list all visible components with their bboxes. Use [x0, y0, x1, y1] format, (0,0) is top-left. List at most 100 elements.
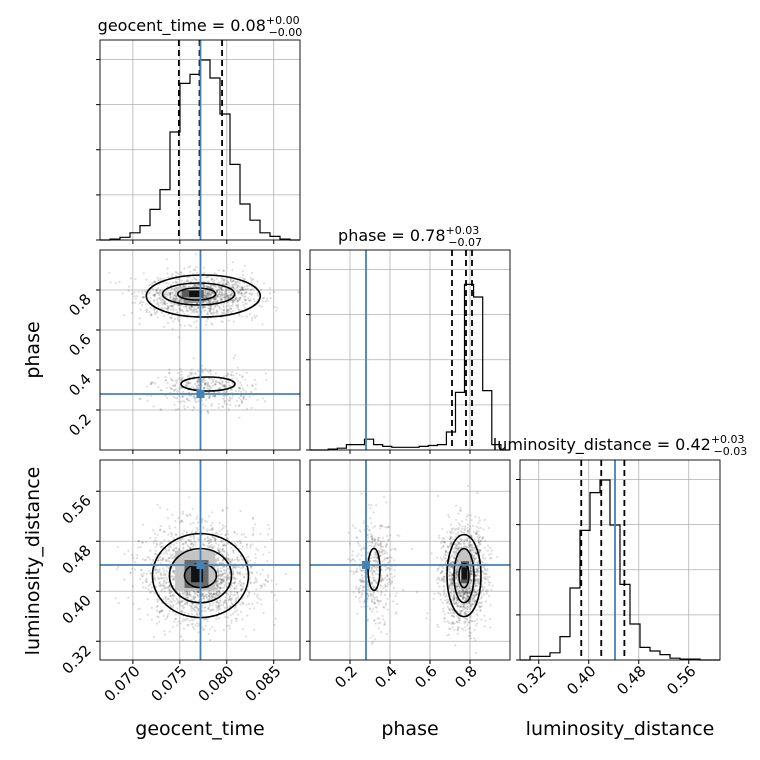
sample-point [228, 307, 231, 310]
sample-point [206, 299, 209, 302]
sample-point [137, 608, 140, 611]
sample-point [159, 389, 162, 392]
sample-point [202, 386, 206, 389]
sample-point [174, 379, 177, 382]
sample-point [385, 552, 389, 555]
sample-point [239, 292, 243, 295]
sample-point [127, 289, 130, 292]
sample-point [217, 611, 220, 614]
sample-point [123, 552, 126, 555]
sample-point [159, 529, 162, 532]
sample-point [276, 307, 279, 310]
sample-point [182, 285, 185, 288]
sample-point [222, 269, 225, 272]
sample-point [185, 310, 188, 313]
sample-point [193, 597, 196, 601]
sample-point [208, 396, 211, 399]
sample-point [169, 293, 172, 296]
sample-point [213, 272, 217, 275]
sample-point [220, 286, 223, 289]
sample-point [193, 321, 196, 324]
sample-point [138, 317, 141, 320]
sample-point [210, 278, 213, 281]
sample-point [360, 595, 363, 599]
sample-point [396, 602, 399, 606]
sample-point [163, 633, 167, 636]
sample-point [214, 557, 217, 561]
sample-point [187, 280, 190, 283]
sample-point [369, 595, 372, 598]
sample-point [211, 604, 214, 607]
sample-point [193, 536, 196, 539]
sample-point [197, 631, 200, 634]
sample-point [369, 607, 372, 610]
sample-point [194, 544, 197, 547]
sample-point [202, 386, 205, 389]
sample-point [178, 320, 181, 323]
sample-point [149, 291, 152, 294]
sample-point [236, 306, 239, 309]
sample-point [148, 283, 151, 287]
sample-point [376, 599, 379, 603]
sample-point [232, 594, 235, 597]
sample-point [192, 405, 195, 408]
sample-point [196, 378, 199, 381]
sample-point [202, 378, 205, 381]
sample-point [262, 297, 265, 300]
sample-point [385, 501, 388, 504]
sample-point [181, 609, 184, 613]
sample-point [205, 293, 208, 296]
sample-point [241, 376, 244, 379]
sample-point [183, 281, 186, 284]
sample-point [209, 286, 212, 289]
sample-point [223, 278, 226, 281]
sample-point [223, 385, 227, 388]
sample-point [164, 586, 167, 589]
sample-point [166, 517, 170, 520]
sample-point [239, 289, 242, 292]
sample-point [210, 307, 213, 310]
sample-point [206, 311, 209, 314]
sample-point [176, 298, 179, 301]
sample-point [152, 280, 155, 284]
sample-point [184, 541, 188, 545]
sample-point [229, 305, 232, 308]
sample-point [182, 639, 185, 642]
sample-point [379, 527, 382, 530]
sample-point [226, 507, 229, 510]
sample-point [220, 298, 223, 301]
sample-point [172, 537, 175, 540]
sample-point [167, 306, 170, 309]
sample-point [182, 593, 185, 596]
sample-point [227, 281, 230, 284]
sample-point [237, 299, 240, 302]
sample-point [249, 292, 252, 295]
sample-point [177, 304, 180, 307]
sample-point [238, 404, 241, 407]
sample-point [174, 299, 178, 303]
sample-point [161, 545, 164, 548]
sample-point [221, 397, 225, 400]
sample-point [219, 381, 222, 384]
sample-point [245, 603, 248, 606]
sample-point [184, 304, 187, 307]
sample-point [191, 385, 194, 388]
sample-point [169, 304, 172, 307]
sample-point [213, 279, 216, 282]
sample-point [127, 596, 130, 599]
sample-point [131, 301, 134, 304]
sample-point [164, 379, 167, 382]
panel-1-1 [310, 250, 510, 450]
sample-point [176, 607, 179, 610]
sample-point [222, 394, 225, 397]
sample-point [180, 279, 183, 282]
sample-point [185, 308, 188, 311]
sample-point [164, 375, 167, 379]
sample-point [164, 303, 167, 306]
sample-point [141, 296, 145, 299]
sample-point [386, 597, 389, 600]
sample-point [455, 533, 458, 536]
sample-point [244, 536, 247, 539]
sample-point [176, 379, 179, 382]
sample-point [150, 283, 153, 286]
